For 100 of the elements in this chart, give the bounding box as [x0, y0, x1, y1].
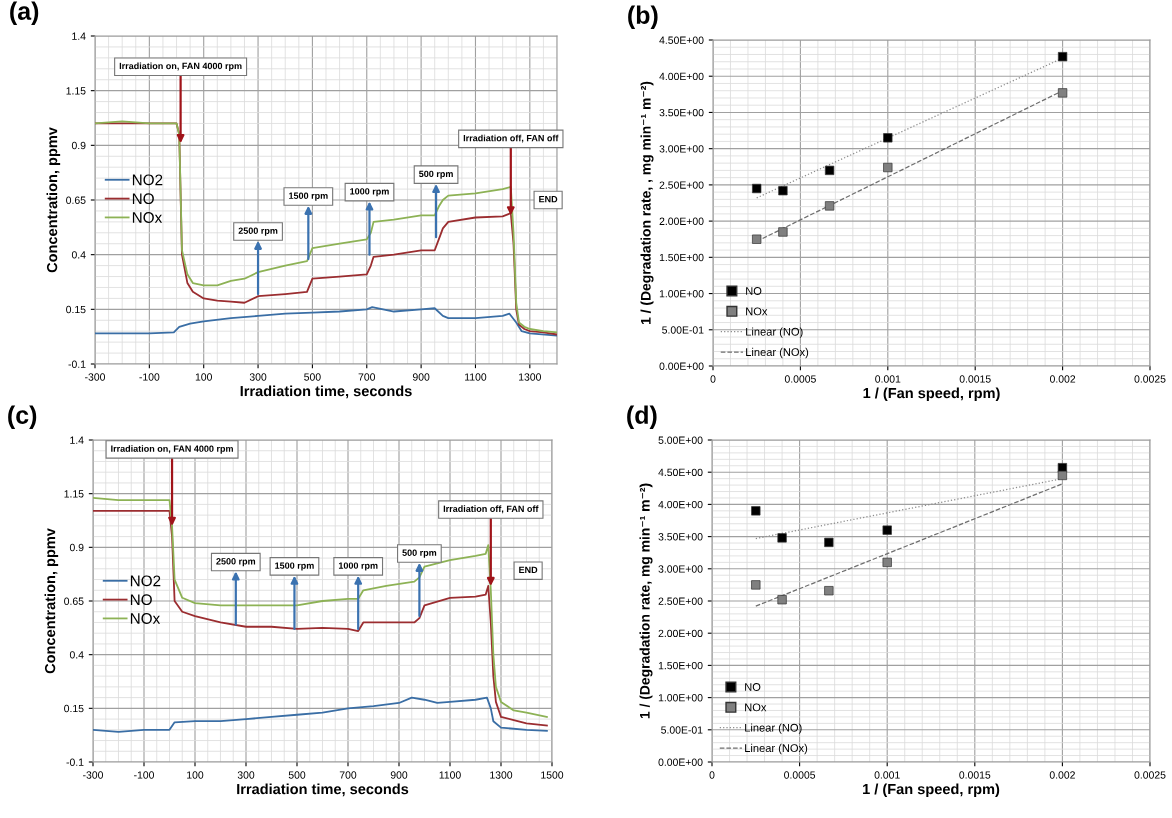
x-axis-title: 1 / (Fan speed, rpm) [863, 783, 1000, 798]
x-tick-label: 1100 [465, 373, 487, 381]
x-tick-label: 0.002 [1049, 375, 1076, 383]
x-tick-label: 1100 [439, 771, 461, 779]
y-axis-title: Concentration, ppmv [44, 528, 59, 674]
x-tick-label: 100 [187, 771, 204, 779]
x-tick-label: 1500 [541, 771, 564, 779]
x-tick-label: 300 [249, 373, 267, 381]
x-tick-label: 300 [237, 771, 255, 779]
annotation: 2500 rpm [238, 227, 278, 236]
x-tick-label: 0.0025 [1134, 771, 1166, 779]
y-tick-label: 2.00E+00 [659, 217, 704, 225]
y-tick-label: 1.15 [66, 87, 86, 95]
x-tick-label: 900 [412, 373, 430, 381]
legend-label: Linear (NO) [746, 327, 803, 338]
y-tick-label: 1.50E+00 [659, 253, 704, 262]
y-tick-label: 0.9 [69, 543, 84, 552]
chart-title: (d) [627, 405, 657, 429]
y-tick-label: 1.00E+00 [659, 290, 704, 298]
x-tick-label: -100 [134, 771, 155, 779]
y-tick-label: 0.4 [71, 251, 86, 259]
y-tick-label: 0.4 [69, 651, 84, 659]
y-tick-label: 4.00E+00 [659, 72, 704, 81]
line-series [93, 696, 548, 733]
legend-label: NOx [746, 307, 768, 316]
annotation: END [539, 196, 558, 203]
legend-label: NOx [745, 703, 767, 712]
y-tick-label: 0.9 [71, 141, 86, 150]
x-tick-label: 0.001 [874, 771, 900, 779]
annotation: Irradiation off, FAN off [443, 505, 539, 514]
y-tick-label: 3.00E+00 [659, 145, 704, 153]
x-tick-label: 0.0015 [959, 771, 991, 779]
y-axis-title: Concentration, ppmv [46, 127, 61, 273]
x-tick-label: 1300 [519, 373, 541, 381]
x-tick-label: 0 [709, 771, 715, 779]
line-series [95, 306, 557, 337]
x-tick-label: 700 [358, 373, 376, 381]
x-tick-label: 1300 [490, 771, 513, 779]
x-axis-title: Irradiation time, seconds [237, 783, 409, 797]
annotation: Irradiation on, FAN 4000 rpm [111, 445, 233, 454]
legend-label: NO [746, 287, 762, 295]
legend-label: NO [745, 683, 761, 691]
legend-label: NOx [130, 613, 161, 624]
x-tick-label: -300 [85, 373, 106, 381]
x-tick-label: 100 [195, 373, 212, 381]
y-tick-label: 1.50E+00 [658, 661, 703, 670]
y-tick-label: 4.50E+00 [659, 36, 704, 44]
y-tick-label: 0.15 [66, 305, 86, 314]
y-tick-label: -0.1 [66, 758, 84, 766]
y-tick-label: 0.00E+00 [658, 758, 703, 766]
annotation: Irradiation on, FAN 4000 rpm [119, 62, 242, 71]
annotation: Irradiation off, FAN off [463, 134, 559, 143]
y-tick-label: 5.00E+00 [658, 436, 703, 444]
y-tick-label: 0.65 [66, 196, 86, 204]
y-tick-label: 4.00E+00 [658, 500, 703, 509]
x-tick-label: 900 [390, 771, 408, 779]
chart-title: (c) [8, 405, 37, 429]
legend-label: NO [132, 193, 154, 205]
chart-title: (a) [10, 1, 39, 25]
x-tick-label: 0.001 [875, 375, 901, 383]
y-tick-label: 2.50E+00 [659, 181, 704, 189]
annotation: 1500 rpm [289, 192, 328, 201]
legend-label: Linear (NOx) [745, 743, 808, 755]
x-tick-label: 0.0025 [1134, 375, 1166, 383]
legend-label: NO2 [132, 174, 163, 186]
y-tick-label: -0.1 [68, 360, 86, 368]
y-tick-label: 0.65 [64, 597, 84, 605]
x-axis-title: Irradiation time, seconds [240, 385, 412, 399]
y-tick-label: 4.50E+00 [658, 468, 703, 477]
y-tick-label: 1.4 [70, 436, 84, 444]
x-tick-label: 500 [304, 373, 321, 381]
x-tick-label: -100 [139, 373, 160, 381]
y-tick-label: 3.00E+00 [658, 565, 703, 573]
y-tick-label: 0.15 [64, 704, 84, 713]
y-tick-label: 1.15 [64, 490, 84, 498]
legend-label: Linear (NOx) [746, 347, 809, 359]
y-axis-title: 1 / (Degradation rate, , mg min⁻¹ m⁻²) [640, 81, 654, 325]
x-tick-label: 0.0005 [784, 375, 816, 383]
legend-label: NO [130, 594, 152, 606]
annotation: 2500 rpm [216, 558, 256, 567]
x-tick-label: 0.002 [1049, 771, 1075, 779]
x-tick-label: -300 [83, 771, 104, 779]
legend-label: NOx [132, 212, 163, 223]
annotation: 500 rpm [419, 170, 453, 179]
chart-title: (b) [628, 5, 658, 29]
y-tick-label: 1.00E+00 [658, 694, 703, 702]
y-tick-label: 0.00E+00 [659, 362, 704, 370]
annotation: 1500 rpm [275, 562, 314, 571]
y-tick-label: 3.50E+00 [658, 533, 703, 541]
y-tick-label: 3.50E+00 [659, 108, 704, 117]
x-tick-label: 700 [339, 771, 357, 779]
y-axis-title: 1 / (Degradation rate, mg min⁻¹ m⁻²) [639, 483, 653, 719]
x-tick-label: 0.0015 [959, 375, 991, 383]
y-tick-label: 2.50E+00 [658, 597, 703, 605]
annotation: 1000 rpm [350, 188, 389, 197]
annotation: 500 rpm [402, 549, 437, 558]
legend-label: NO2 [130, 575, 161, 587]
x-tick-label: 0 [710, 375, 716, 383]
x-tick-label: 0.0005 [784, 771, 816, 779]
y-tick-label: 2.00E+00 [658, 629, 703, 638]
